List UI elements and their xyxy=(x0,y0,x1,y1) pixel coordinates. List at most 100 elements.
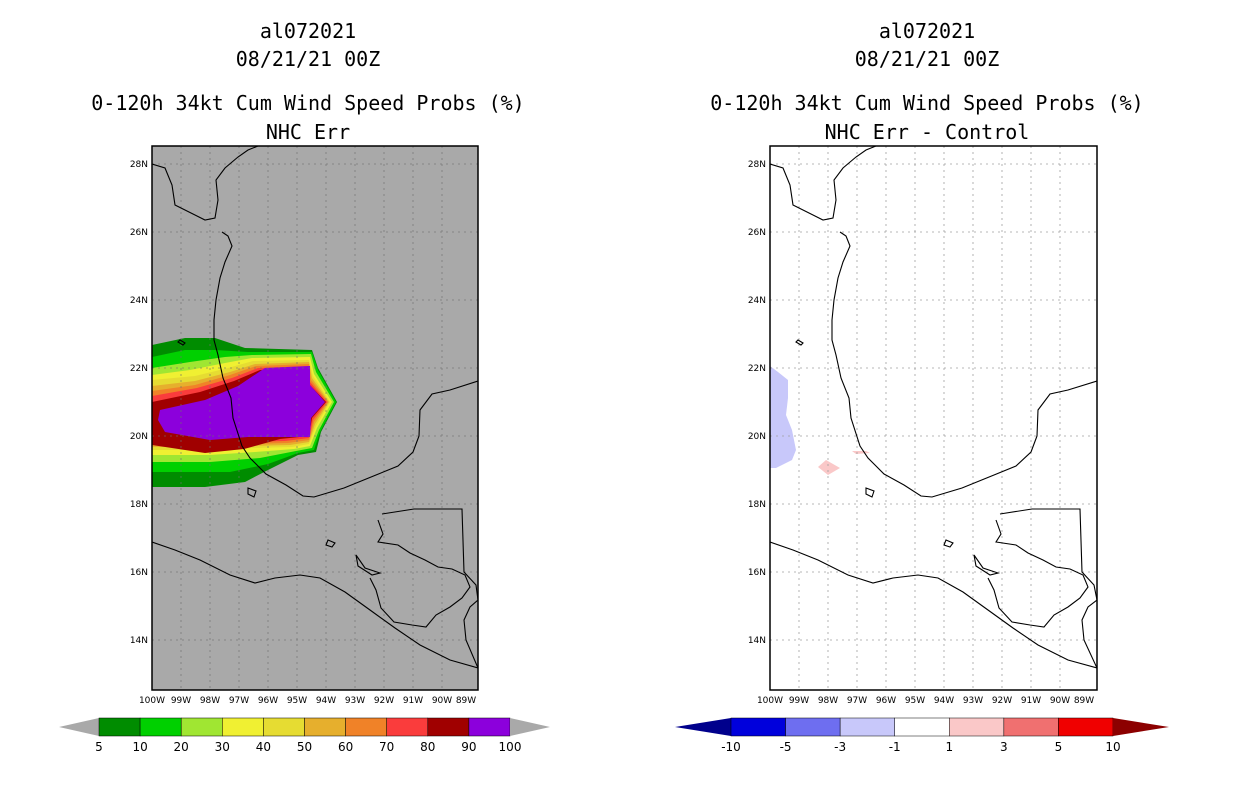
lon-label: 99W xyxy=(789,696,809,706)
lon-label: 100W xyxy=(139,696,165,706)
positive-diff-sliver xyxy=(852,451,870,454)
lat-label: 28N xyxy=(130,160,148,170)
lat-label: 26N xyxy=(748,228,766,238)
left-lon-labels: 100W 99W 98W 97W 96W 95W 94W 93W 92W 91W… xyxy=(139,696,476,706)
lat-label: 28N xyxy=(748,160,766,170)
colorbar-label: 50 xyxy=(297,740,312,754)
lat-label: 16N xyxy=(130,568,148,578)
right-difference-contours xyxy=(770,366,870,475)
colorbar-high-arrow xyxy=(510,718,550,736)
lon-label: 95W xyxy=(905,696,925,706)
colorbar-label: 30 xyxy=(215,740,230,754)
lon-label: 93W xyxy=(963,696,983,706)
lat-label: 22N xyxy=(130,364,148,374)
right-title-storm-id: al072021 xyxy=(879,19,975,43)
lon-label: 95W xyxy=(287,696,307,706)
lon-label: 89W xyxy=(456,696,476,706)
colorbar-label: -1 xyxy=(889,740,901,754)
lon-label: 94W xyxy=(934,696,954,706)
lat-label: 16N xyxy=(748,568,766,578)
colorbar-swatch xyxy=(1058,717,1114,737)
colorbar-swatch xyxy=(222,717,264,737)
left-colorbar: 5 10 20 30 40 50 60 70 80 90 100 xyxy=(59,717,550,754)
lon-label: 93W xyxy=(345,696,365,706)
colorbar-label: 60 xyxy=(338,740,353,754)
colorbar-label: 1 xyxy=(945,740,953,754)
right-title-date: 08/21/21 00Z xyxy=(855,47,1000,71)
lat-label: 18N xyxy=(130,500,148,510)
right-title-product: 0-120h 34kt Cum Wind Speed Probs (%) xyxy=(710,91,1143,115)
left-title-date: 08/21/21 00Z xyxy=(236,47,381,71)
colorbar-label: 5 xyxy=(95,740,103,754)
colorbar-label: 40 xyxy=(256,740,271,754)
lon-label: 98W xyxy=(818,696,838,706)
colorbar-label: 90 xyxy=(461,740,476,754)
right-colorbar: -10 -5 -3 -1 1 3 5 10 xyxy=(675,717,1169,754)
left-grid xyxy=(152,146,478,690)
left-lat-labels: 28N 26N 24N 22N 20N 18N 16N 14N xyxy=(130,160,148,646)
colorbar-label: 3 xyxy=(1000,740,1008,754)
left-map: 28N 26N 24N 22N 20N 18N 16N 14N 100W 99W… xyxy=(130,145,479,706)
lon-label: 96W xyxy=(258,696,278,706)
left-title-subtitle: NHC Err xyxy=(266,120,350,144)
colorbar-swatch xyxy=(894,717,950,737)
lat-label: 20N xyxy=(130,432,148,442)
colorbar-swatch xyxy=(468,717,511,737)
colorbar-label: 5 xyxy=(1055,740,1063,754)
colorbar-swatch xyxy=(386,717,429,737)
lat-label: 22N xyxy=(748,364,766,374)
colorbar-swatch xyxy=(730,717,786,737)
lon-label: 89W xyxy=(1074,696,1094,706)
colorbar-swatch xyxy=(304,717,346,737)
negative-diff-area xyxy=(770,366,796,468)
colorbar-swatch xyxy=(949,717,1005,737)
right-coastlines xyxy=(770,146,1097,669)
left-title-storm-id: al072021 xyxy=(260,19,356,43)
colorbar-low-arrow xyxy=(59,718,99,736)
lat-label: 14N xyxy=(130,636,148,646)
colorbar-label: -3 xyxy=(834,740,846,754)
colorbar-low-arrow xyxy=(675,718,731,736)
colorbar-swatch xyxy=(263,717,305,737)
right-map: 28N 26N 24N 22N 20N 18N 16N 14N 100W 99W… xyxy=(748,145,1098,706)
left-map-frame xyxy=(151,145,479,691)
lon-label: 97W xyxy=(229,696,249,706)
colorbar-label: 100 xyxy=(499,740,522,754)
lon-label: 98W xyxy=(200,696,220,706)
lat-label: 26N xyxy=(130,228,148,238)
colorbar-label: 70 xyxy=(379,740,394,754)
lon-label: 91W xyxy=(403,696,423,706)
colorbar-swatch xyxy=(785,717,841,737)
left-coastlines xyxy=(152,146,478,669)
right-lon-labels: 100W 99W 98W 97W 96W 95W 94W 93W 92W 91W… xyxy=(757,696,1094,706)
colorbar-swatch xyxy=(839,717,895,737)
lon-label: 94W xyxy=(316,696,336,706)
lon-label: 90W xyxy=(432,696,452,706)
lon-label: 96W xyxy=(876,696,896,706)
right-title-subtitle: NHC Err - Control xyxy=(825,120,1030,144)
right-lat-labels: 28N 26N 24N 22N 20N 18N 16N 14N xyxy=(748,160,766,646)
lon-label: 92W xyxy=(992,696,1012,706)
colorbar-swatch xyxy=(98,717,141,737)
colorbar-label: -10 xyxy=(721,740,741,754)
colorbar-label: 20 xyxy=(174,740,189,754)
lat-label: 24N xyxy=(130,296,148,306)
colorbar-swatch xyxy=(1003,717,1059,737)
colorbar-swatch xyxy=(139,717,182,737)
lon-label: 90W xyxy=(1050,696,1070,706)
lat-label: 24N xyxy=(748,296,766,306)
colorbar-label: 80 xyxy=(420,740,435,754)
right-map-background xyxy=(770,146,1097,690)
lon-label: 97W xyxy=(847,696,867,706)
right-map-frame xyxy=(769,145,1098,691)
colorbar-label: 10 xyxy=(132,740,147,754)
lat-label: 14N xyxy=(748,636,766,646)
left-probability-contours xyxy=(152,338,337,487)
right-grid xyxy=(770,146,1097,690)
colorbar-label: 10 xyxy=(1105,740,1120,754)
colorbar-label: -5 xyxy=(780,740,792,754)
lon-label: 91W xyxy=(1021,696,1041,706)
lat-label: 18N xyxy=(748,500,766,510)
